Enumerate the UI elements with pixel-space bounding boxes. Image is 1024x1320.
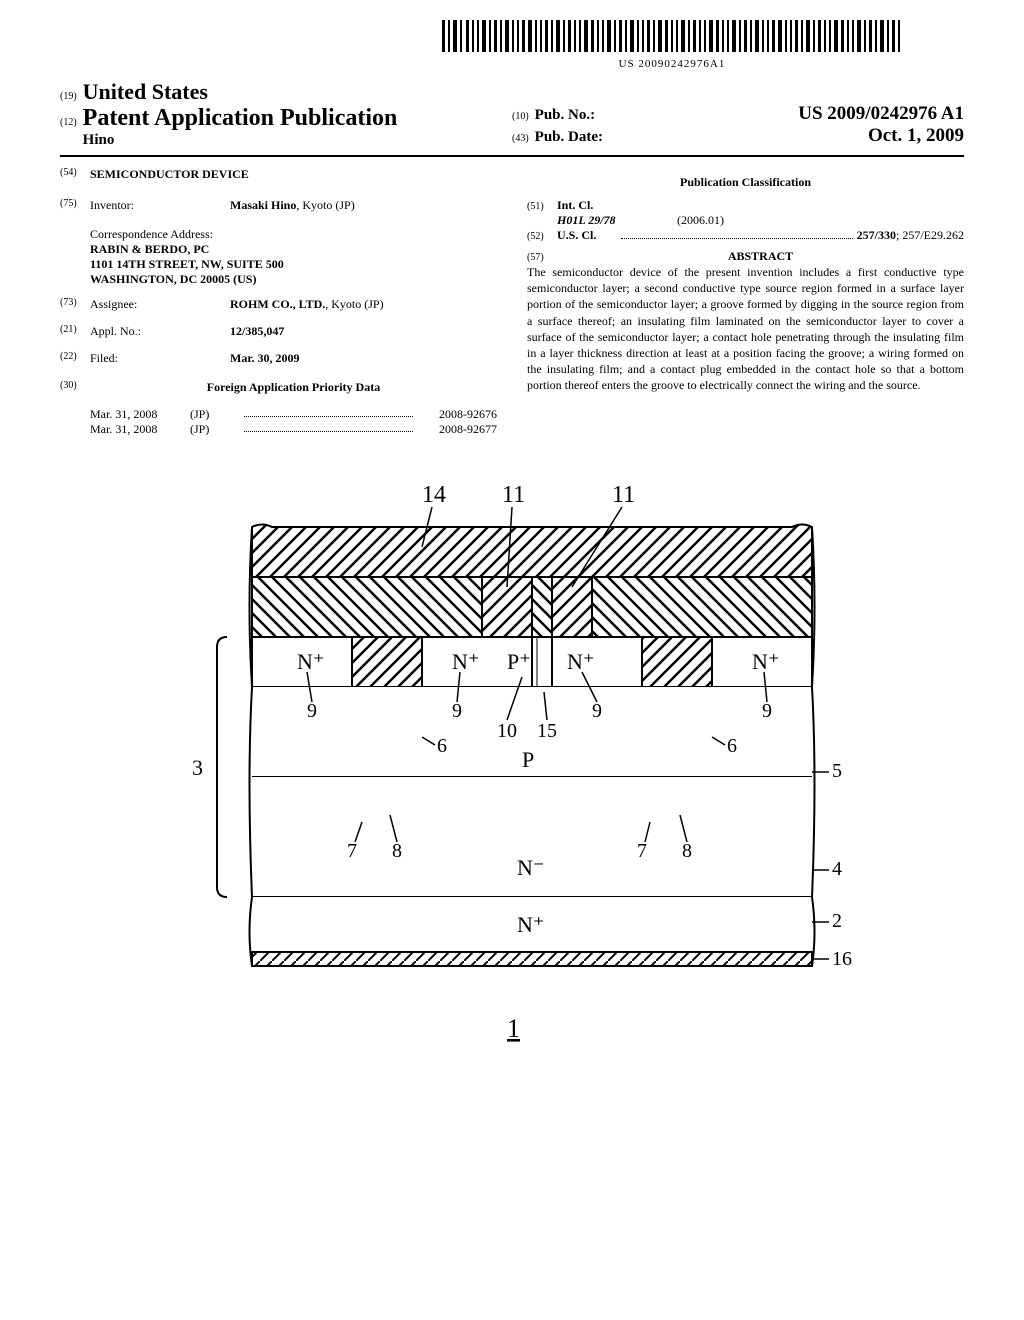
appl-code: (21) [60,324,90,339]
ref-14: 14 [422,482,446,508]
priority-date-0: Mar. 31, 2008 [90,407,190,422]
intcl-year: (2006.01) [677,213,724,228]
label-p: P [522,747,534,772]
ref-2: 2 [832,910,842,932]
inventor-loc: , Kyoto (JP) [296,198,354,212]
pub-date-code: (43) [512,133,529,144]
pub-no-code: (10) [512,111,529,122]
country-code: (19) [60,91,77,102]
ref-7b: 7 [637,840,647,862]
dots [244,407,413,417]
pub-no: US 2009/0242976 A1 [798,103,964,125]
uscl-code: (52) [527,231,557,242]
abstract-text: The semiconductor device of the present … [527,264,964,394]
priority-row: Mar. 31, 2008 (JP) 2008-92677 [90,422,497,437]
priority-code: (30) [60,380,90,395]
filed-label: Filed: [90,351,230,366]
pub-type: Patent Application Publication [83,105,398,132]
ref-9d: 9 [762,700,772,722]
label-nplus: N⁺ [452,649,480,674]
barcode-svg [442,20,902,52]
appl-label: Appl. No.: [90,324,230,339]
assignee-code: (73) [60,297,90,312]
priority-date-1: Mar. 31, 2008 [90,422,190,437]
intcl-label: Int. Cl. [557,198,617,213]
label-nplus: N⁺ [297,649,325,674]
ref-8b: 8 [682,840,692,862]
pub-date-label: Pub. Date: [535,129,603,146]
ref-11b: 11 [612,482,635,508]
invention-title: SEMICONDUCTOR DEVICE [90,167,249,182]
filed-code: (22) [60,351,90,366]
header-right: (10) Pub. No.: US 2009/0242976 A1 (43) P… [512,79,964,149]
label-nplus-sub: N⁺ [517,912,545,937]
dots [621,229,853,239]
inventor-label: Inventor: [90,198,230,213]
correspondence-line1: RABIN & BERDO, PC [90,242,497,257]
barcode: US 20090242976A1 [442,20,902,70]
ref-8a: 8 [392,840,402,862]
abstract-label: ABSTRACT [557,249,964,264]
intcl-code: (51) [527,201,557,212]
correspondence-label: Correspondence Address: [90,227,497,242]
priority-row: Mar. 31, 2008 (JP) 2008-92676 [90,407,497,422]
ref-9b: 9 [452,700,462,722]
right-column: Publication Classification (51) Int. Cl.… [527,167,964,437]
intcl-value: H01L 29/78 [557,213,677,228]
priority-num-0: 2008-92676 [417,407,497,422]
inventor-surname: Hino [83,132,115,149]
figure-area: N⁺ N⁺ P⁺ N⁺ N⁺ P N⁻ N⁺ 14 11 11 9 9 9 9 … [60,457,964,1061]
ref-9a: 9 [307,700,317,722]
inventor-name: Masaki Hino [230,198,296,212]
assignee-loc: , Kyoto (JP) [325,297,383,311]
ref-11a: 11 [502,482,525,508]
ref-3: 3 [192,755,203,780]
body: (54) SEMICONDUCTOR DEVICE (75) Inventor:… [60,167,964,437]
ref-15: 15 [537,720,557,742]
uscl-val2: ; 257/E29.262 [896,228,964,243]
abstract-code: (57) [527,252,557,263]
classification-title: Publication Classification [527,175,964,190]
ref-6a: 6 [437,735,447,757]
header: (19) United States (12) Patent Applicati… [60,79,964,157]
left-column: (54) SEMICONDUCTOR DEVICE (75) Inventor:… [60,167,497,437]
appl-no: 12/385,047 [230,324,497,339]
pub-no-label: Pub. No.: [535,107,595,124]
label-pplus: P⁺ [507,649,531,674]
barcode-text: US 20090242976A1 [442,58,902,70]
ref-1: 1 [507,1014,520,1043]
dots [244,422,413,432]
pub-date: Oct. 1, 2009 [868,125,964,147]
label-nplus: N⁺ [567,649,595,674]
uscl-val: 257/330 [857,228,896,243]
filed-date: Mar. 30, 2009 [230,351,497,366]
country: United States [83,79,208,105]
correspondence-line2: 1101 14TH STREET, NW, SUITE 500 [90,257,497,272]
uscl-label: U.S. Cl. [557,228,617,243]
label-nplus: N⁺ [752,649,780,674]
priority-title: Foreign Application Priority Data [90,380,497,395]
header-left: (19) United States (12) Patent Applicati… [60,79,512,149]
ref-9c: 9 [592,700,602,722]
label-nminus: N⁻ [517,855,545,880]
inventor-code: (75) [60,198,90,213]
ref-6b: 6 [727,735,737,757]
priority-cc-0: (JP) [190,407,240,422]
title-code: (54) [60,167,90,182]
ref-4: 4 [832,858,842,880]
barcode-area: US 20090242976A1 [380,20,964,71]
ref-10: 10 [497,720,517,742]
patent-figure: N⁺ N⁺ P⁺ N⁺ N⁺ P N⁻ N⁺ 14 11 11 9 9 9 9 … [152,457,872,1057]
ref-5: 5 [832,760,842,782]
assignee-name: ROHM CO., LTD. [230,297,325,311]
priority-num-1: 2008-92677 [417,422,497,437]
ref-7a: 7 [347,840,357,862]
correspondence-line3: WASHINGTON, DC 20005 (US) [90,272,497,287]
priority-cc-1: (JP) [190,422,240,437]
ref-16: 16 [832,948,852,970]
assignee-label: Assignee: [90,297,230,312]
pub-type-code: (12) [60,117,77,128]
